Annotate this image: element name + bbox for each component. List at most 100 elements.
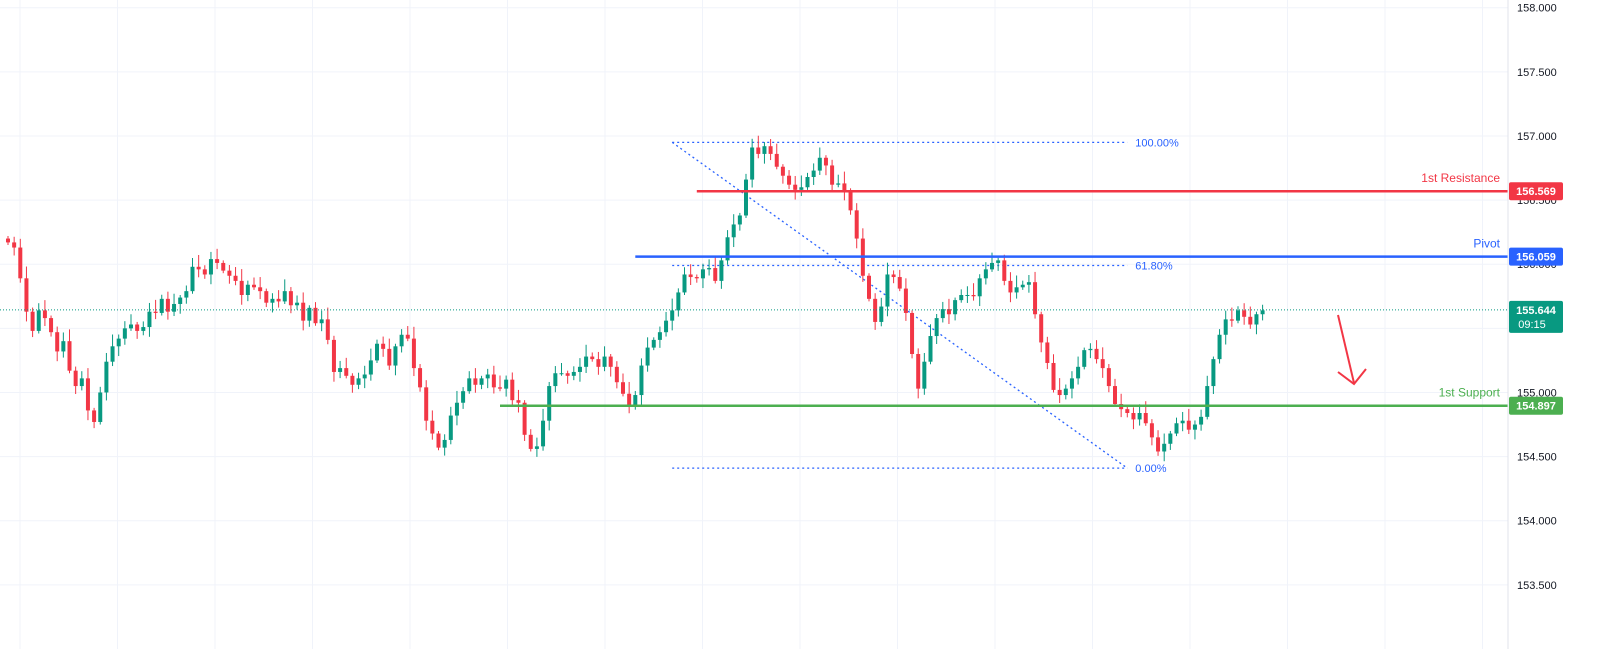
candle-body <box>602 356 607 367</box>
candle <box>891 270 896 284</box>
candle-body <box>172 303 177 312</box>
candle-body <box>1254 314 1259 325</box>
candle <box>565 370 570 384</box>
candle <box>940 301 945 323</box>
candle <box>67 329 72 374</box>
1st-resistance-label: 1st Resistance <box>1421 171 1500 185</box>
candle <box>1082 347 1087 370</box>
candle <box>799 175 804 196</box>
candle-body <box>258 287 263 292</box>
candle <box>1162 433 1167 462</box>
candle <box>1149 419 1154 446</box>
candle-body <box>897 277 902 289</box>
candle-body <box>282 291 287 302</box>
candle <box>448 406 453 445</box>
candle-body <box>252 284 256 288</box>
candle-body <box>479 378 484 385</box>
candle-body <box>737 215 742 225</box>
candle-body <box>1162 443 1167 452</box>
candle <box>393 343 398 376</box>
candle <box>276 290 281 308</box>
candle-body <box>817 157 822 171</box>
candle <box>270 293 275 313</box>
candle <box>1125 406 1130 418</box>
candle <box>854 203 859 249</box>
candle-body <box>1069 378 1074 389</box>
candle-body <box>842 183 847 193</box>
support-resistance-levels[interactable]: 1st Resistance Pivot 1st Support <box>0 171 1508 407</box>
candle <box>55 326 60 362</box>
candle-body <box>1045 342 1050 363</box>
candle-body <box>559 373 564 375</box>
candle-body <box>18 247 23 279</box>
candle-body <box>331 339 336 372</box>
candle <box>461 387 466 409</box>
candle-body <box>85 378 90 411</box>
candle-body <box>657 332 662 340</box>
fib-trend-line[interactable] <box>671 141 1128 469</box>
candle-body <box>522 402 527 435</box>
current-price-badge[interactable] <box>1509 300 1563 333</box>
candle-body <box>873 298 878 322</box>
candle-body <box>867 275 871 299</box>
candle-body <box>485 374 490 379</box>
candle-body <box>565 373 570 376</box>
candle <box>996 257 1001 271</box>
candle <box>282 279 287 304</box>
candle-body <box>264 291 269 303</box>
candle <box>73 366 78 395</box>
candle-body <box>547 386 552 421</box>
candle-body <box>208 259 213 275</box>
candle-body <box>461 391 466 403</box>
pivot-badge[interactable] <box>1509 247 1563 266</box>
candle <box>473 368 478 393</box>
candle-body <box>805 177 810 188</box>
candle <box>42 300 47 327</box>
price-tick-label: 155.000 <box>1517 387 1557 399</box>
fib-level-label: 100.00% <box>1135 137 1179 149</box>
candle <box>910 310 915 359</box>
candle-body <box>215 259 220 263</box>
candle <box>1248 306 1253 329</box>
candle-body <box>375 343 379 361</box>
candle-body <box>1242 310 1247 317</box>
candle <box>780 164 785 184</box>
candle-body <box>239 280 244 295</box>
candle-body <box>1039 314 1044 343</box>
pivot-badge-value: 156.059 <box>1516 252 1556 264</box>
candle-body <box>301 302 306 321</box>
candle <box>504 375 509 397</box>
candle-body <box>1174 423 1179 434</box>
candle <box>49 315 54 337</box>
candle <box>928 324 933 365</box>
candle-body <box>338 368 343 372</box>
candle-body <box>504 379 509 389</box>
candle <box>1260 304 1265 321</box>
candle-body <box>534 446 539 449</box>
candle <box>860 228 865 282</box>
candle <box>245 280 250 302</box>
candle <box>1014 275 1019 299</box>
candle <box>1236 306 1240 324</box>
candle-body <box>129 324 133 329</box>
candle-body <box>1008 280 1013 293</box>
candle <box>288 287 293 314</box>
candle-body <box>436 433 441 448</box>
fibonacci-retracement[interactable]: 100.00% 61.80% 0.00% <box>671 137 1179 475</box>
candle-body <box>1236 310 1240 321</box>
candle-body <box>1186 420 1191 430</box>
price-axis[interactable]: 158.000157.500157.000156.500156.000155.5… <box>1507 0 1602 649</box>
price-tick-label: 153.500 <box>1517 580 1557 592</box>
candle-body <box>61 341 66 352</box>
price-tick-label: 158.000 <box>1517 3 1557 15</box>
1st-support-badge[interactable] <box>1509 396 1563 415</box>
candle <box>36 303 41 334</box>
candle <box>6 236 10 245</box>
candle-body <box>854 210 859 239</box>
candle <box>768 139 773 161</box>
candle-body <box>1248 316 1253 325</box>
candle <box>1242 303 1247 325</box>
1st-resistance-badge[interactable] <box>1509 182 1563 201</box>
candle <box>165 291 170 320</box>
